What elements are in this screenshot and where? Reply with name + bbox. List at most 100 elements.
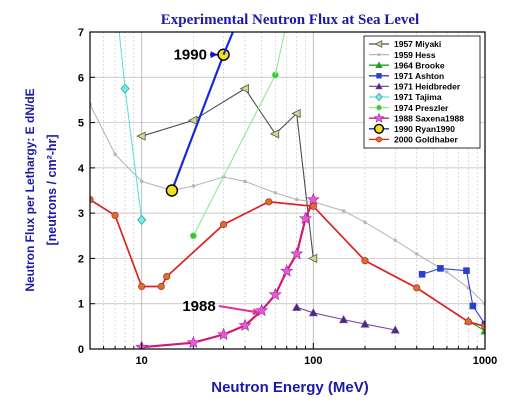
data-point [437,265,444,272]
legend-entry-1990-ryan1990: 1990 Ryan1990 [369,123,455,134]
legend-swatch-marker [373,112,385,123]
data-point [165,184,179,197]
data-point [390,325,400,334]
series-line [90,198,485,328]
y-axis-label-inner: [neutrons / cm²-hr] [45,134,59,245]
legend-label: 1971 Ashton [394,71,444,81]
legend-entry-1971-tajima: 1971 Tajima [369,92,442,102]
y-tick-label: 5 [78,118,84,130]
legend-entry-1971-heidbreder: 1971 Heidbreder [369,82,461,92]
legend-swatch-marker [373,123,385,134]
data-point [137,214,147,226]
series-layer [90,32,485,349]
data-point [217,327,231,341]
legend-swatch-marker [374,40,383,48]
series-line [124,88,143,220]
series-line [296,306,396,331]
annotation-label: 1988 [182,298,215,315]
data-point [239,83,249,94]
data-point [306,192,320,206]
data-point [341,209,346,213]
tick-labels: 0 1 2 3 4 5 6 7 10 100 1000 [78,27,497,367]
data-point [294,197,299,202]
legend-swatch-marker [377,53,381,57]
data-point [418,270,426,278]
x-axis-label: Neutron Energy (MeV) [211,379,369,396]
data-point [136,131,146,141]
offscale-line [274,32,286,76]
data-point [414,252,419,256]
data-point [189,232,197,240]
data-point [290,247,304,260]
annotations: 1990 1988 [174,47,261,316]
data-point [413,284,421,292]
legend-swatch-marker [376,104,382,111]
series-1971-tajima [120,83,147,226]
data-point [113,152,117,157]
data-point [363,220,367,224]
y-axis-label-outer: Neutron Flux per Lethargy: E dN/dE [23,88,37,291]
data-point [445,270,449,274]
legend-label: 1974 Preszler [394,103,449,113]
annotation-arrowhead [252,308,261,316]
y-tick-label: 3 [78,208,84,220]
legend-label: 1988 Saxena1988 [394,113,464,123]
series-1971-heidbreder [292,302,400,334]
data-point [265,198,273,206]
legend-swatch-marker [375,82,383,90]
series-line [141,199,315,349]
data-point [157,282,165,291]
data-point [268,287,282,301]
data-point [309,202,317,210]
series-1959-hess [90,102,485,306]
legend-entry-1971-ashton: 1971 Ashton [369,71,444,81]
plot-border [89,31,486,350]
data-point [120,83,130,94]
data-point [243,179,247,184]
series-1957-miyaki [136,83,318,264]
data-point [219,220,228,229]
series-line [170,54,225,191]
legend-swatch-marker [376,73,382,79]
chart-title: Experimental Neutron Flux at Sea Level [161,12,419,28]
legend-label: 1964 Brooke [394,60,445,70]
legend-entry-1959-hess: 1959 Hess [369,50,436,60]
legend-label: 1971 Tajima [394,92,442,102]
legend-swatch-marker [375,61,383,69]
data-point [280,264,294,277]
data-point [469,302,477,310]
legend-label: 2000 Goldhaber [394,135,458,145]
series-line [141,87,314,259]
data-point [238,318,252,331]
y-tick-label: 1 [78,299,84,311]
x-tick-label: 10 [136,355,148,367]
data-point [273,190,278,195]
legend-entry-1964-brooke: 1964 Brooke [369,60,445,70]
legend-label: 1957 Miyaki [394,39,441,49]
y-tick-label: 4 [78,163,85,175]
series-line [192,74,276,237]
data-point [463,267,470,274]
data-point [187,115,198,125]
data-point [269,129,280,139]
y-tick-label: 0 [78,344,84,356]
data-point [139,179,144,184]
x-tick-label: 100 [304,355,322,367]
offscale-line [222,32,234,56]
x-tick-label: 1000 [473,355,497,367]
y-tick-label: 2 [78,253,84,265]
data-point [186,335,200,349]
y-tick-label: 6 [78,72,84,84]
series-1988-saxena1988 [135,192,320,349]
series-2000-goldhaber [90,195,485,330]
data-point [360,319,370,328]
data-point [339,314,349,324]
legend-label: 1971 Heidbreder [394,82,461,92]
data-point [361,257,369,265]
data-point [191,184,196,188]
legend-entry-1957-miyaki: 1957 Miyaki [369,39,441,49]
y-tick-label: 7 [78,27,84,39]
